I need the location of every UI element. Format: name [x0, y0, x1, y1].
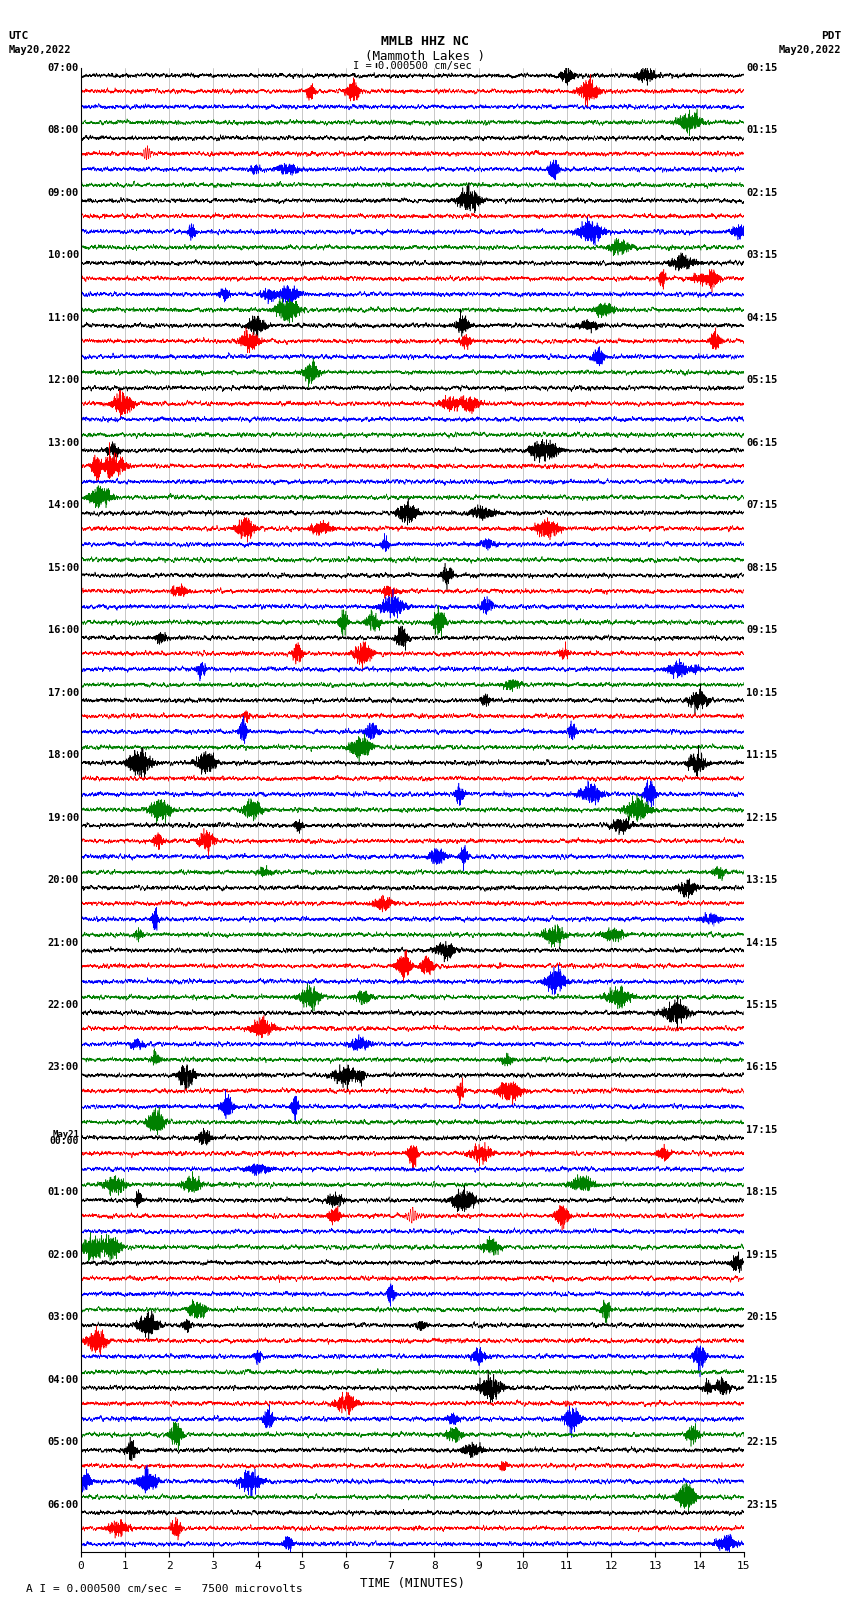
Text: UTC: UTC [8, 31, 29, 40]
Text: 18:00: 18:00 [48, 750, 79, 760]
Text: 00:15: 00:15 [746, 63, 778, 73]
Text: 23:15: 23:15 [746, 1500, 778, 1510]
Text: 21:15: 21:15 [746, 1374, 778, 1386]
Text: 15:00: 15:00 [48, 563, 79, 573]
Text: 18:15: 18:15 [746, 1187, 778, 1197]
Text: 07:15: 07:15 [746, 500, 778, 510]
Text: 12:00: 12:00 [48, 376, 79, 386]
Text: 11:00: 11:00 [48, 313, 79, 323]
Text: PDT: PDT [821, 31, 842, 40]
Text: 04:15: 04:15 [746, 313, 778, 323]
Text: 08:00: 08:00 [48, 126, 79, 135]
Text: 00:00: 00:00 [49, 1137, 79, 1147]
Text: 19:15: 19:15 [746, 1250, 778, 1260]
Text: 03:00: 03:00 [48, 1313, 79, 1323]
Text: 19:00: 19:00 [48, 813, 79, 823]
Text: 22:15: 22:15 [746, 1437, 778, 1447]
Text: 10:00: 10:00 [48, 250, 79, 260]
Text: A I = 0.000500 cm/sec =   7500 microvolts: A I = 0.000500 cm/sec = 7500 microvolts [26, 1584, 303, 1594]
Text: 05:00: 05:00 [48, 1437, 79, 1447]
Text: 11:15: 11:15 [746, 750, 778, 760]
X-axis label: TIME (MINUTES): TIME (MINUTES) [360, 1578, 465, 1590]
Text: 21:00: 21:00 [48, 937, 79, 947]
Text: 10:15: 10:15 [746, 687, 778, 697]
Text: 06:15: 06:15 [746, 437, 778, 448]
Text: (Mammoth Lakes ): (Mammoth Lakes ) [365, 50, 485, 63]
Text: 20:15: 20:15 [746, 1313, 778, 1323]
Text: 09:00: 09:00 [48, 187, 79, 198]
Text: May21: May21 [52, 1131, 79, 1139]
Text: 07:00: 07:00 [48, 63, 79, 73]
Text: 14:15: 14:15 [746, 937, 778, 947]
Text: MMLB HHZ NC: MMLB HHZ NC [381, 35, 469, 48]
Text: May20,2022: May20,2022 [8, 45, 71, 55]
Text: 22:00: 22:00 [48, 1000, 79, 1010]
Text: 01:00: 01:00 [48, 1187, 79, 1197]
Text: 09:15: 09:15 [746, 626, 778, 636]
Text: 14:00: 14:00 [48, 500, 79, 510]
Text: 06:00: 06:00 [48, 1500, 79, 1510]
Text: 02:00: 02:00 [48, 1250, 79, 1260]
Text: 20:00: 20:00 [48, 874, 79, 886]
Text: 05:15: 05:15 [746, 376, 778, 386]
Text: 16:00: 16:00 [48, 626, 79, 636]
Text: 13:15: 13:15 [746, 874, 778, 886]
Text: 23:00: 23:00 [48, 1063, 79, 1073]
Text: 12:15: 12:15 [746, 813, 778, 823]
Text: 17:00: 17:00 [48, 687, 79, 697]
Text: I = 0.000500 cm/sec: I = 0.000500 cm/sec [353, 61, 472, 71]
Text: 16:15: 16:15 [746, 1063, 778, 1073]
Text: 13:00: 13:00 [48, 437, 79, 448]
Text: 17:15: 17:15 [746, 1124, 778, 1136]
Text: 04:00: 04:00 [48, 1374, 79, 1386]
Text: May20,2022: May20,2022 [779, 45, 842, 55]
Text: 02:15: 02:15 [746, 187, 778, 198]
Text: 03:15: 03:15 [746, 250, 778, 260]
Text: 01:15: 01:15 [746, 126, 778, 135]
Text: 08:15: 08:15 [746, 563, 778, 573]
Text: 15:15: 15:15 [746, 1000, 778, 1010]
